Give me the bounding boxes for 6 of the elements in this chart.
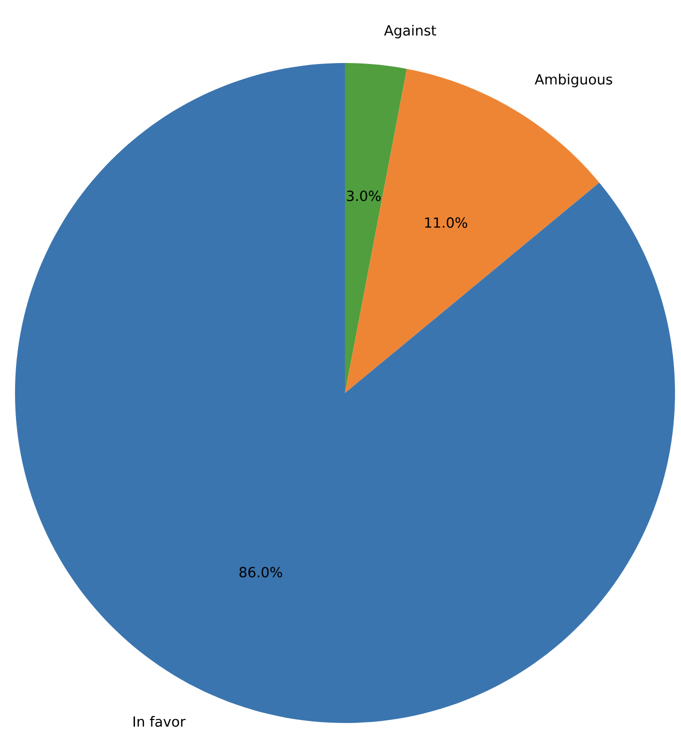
data-label: 86.0%	[239, 566, 282, 578]
data-label: 11.0%	[425, 217, 468, 228]
slice-label: Ambiguous	[534, 74, 612, 88]
slice-label: In favor	[134, 716, 186, 727]
data-label: 3.0%	[346, 190, 381, 202]
slice-label: Against	[384, 24, 436, 38]
